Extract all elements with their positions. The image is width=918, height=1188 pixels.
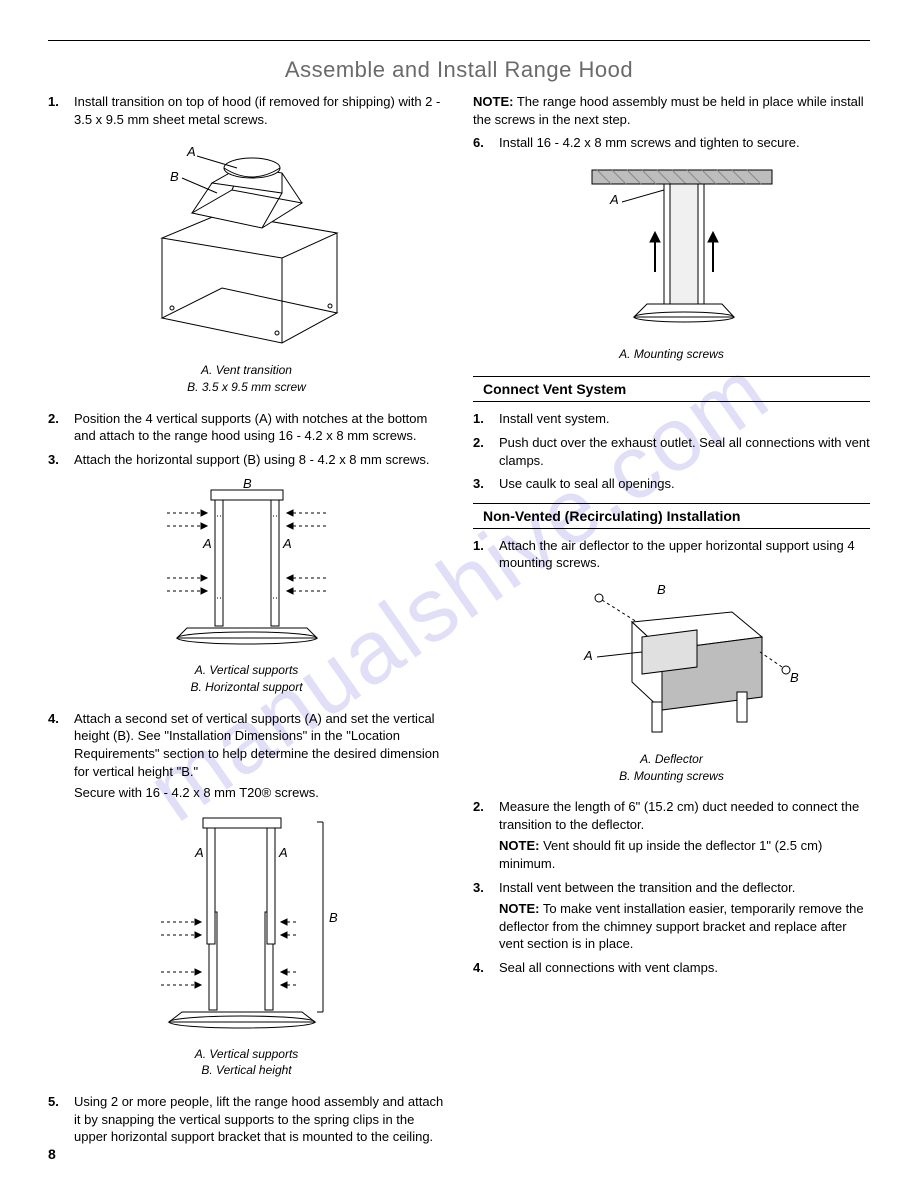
step-number: 1. (48, 93, 74, 128)
right-column: NOTE: The range hood assembly must be he… (473, 93, 870, 1152)
fig2-caption-a: A. Vertical supports (48, 662, 445, 679)
step-text: Attach the air deflector to the upper ho… (499, 537, 870, 572)
label-a1: A (194, 845, 204, 860)
nv-step-3: 3. Install vent between the transition a… (473, 879, 870, 953)
label-a1: A (202, 536, 212, 551)
step-number: 6. (473, 134, 499, 152)
figure-2-supports: B A A A. Vertical supports B. Horizontal… (48, 478, 445, 696)
step-number: 5. (48, 1093, 74, 1146)
step-number: 2. (473, 798, 499, 872)
step-text: Push duct over the exhaust outlet. Seal … (499, 434, 870, 469)
step-6: 6. Install 16 - 4.2 x 8 mm screws and ti… (473, 134, 870, 152)
step-number: 2. (473, 434, 499, 469)
top-rule (48, 40, 870, 41)
fig1-caption-b: B. 3.5 x 9.5 mm screw (48, 379, 445, 396)
note-text: To make vent installation easier, tempor… (499, 901, 864, 951)
step-number: 1. (473, 537, 499, 572)
page-title: Assemble and Install Range Hood (48, 57, 870, 83)
step-number: 1. (473, 410, 499, 428)
step-text: Measure the length of 6" (15.2 cm) duct … (499, 799, 859, 832)
nv-step-2: 2. Measure the length of 6" (15.2 cm) du… (473, 798, 870, 872)
step-4: 4. Attach a second set of vertical suppo… (48, 710, 445, 802)
note-hold-in-place: NOTE: The range hood assembly must be he… (473, 93, 870, 128)
step-text: Use caulk to seal all openings. (499, 475, 870, 493)
step-text: Attach a second set of vertical supports… (74, 710, 445, 802)
label-b: B (170, 169, 179, 184)
left-column: 1. Install transition on top of hood (if… (48, 93, 445, 1152)
label-b1: B (657, 582, 666, 597)
two-column-layout: 1. Install transition on top of hood (if… (48, 93, 870, 1152)
vent-step-3: 3. Use caulk to seal all openings. (473, 475, 870, 493)
figure-4-ceiling-mount: A A. Mounting screws (473, 162, 870, 363)
step-5: 5. Using 2 or more people, lift the rang… (48, 1093, 445, 1146)
fig5-caption-b: B. Mounting screws (473, 768, 870, 785)
label-a: A (186, 144, 196, 159)
step-text: Install vent between the transition and … (499, 880, 795, 895)
step-number: 3. (48, 451, 74, 469)
label-a2: A (282, 536, 292, 551)
note-text: Vent should fit up inside the deflector … (499, 838, 822, 871)
label-a: A (609, 192, 619, 207)
note-text: The range hood assembly must be held in … (473, 94, 864, 127)
step-number: 3. (473, 475, 499, 493)
step-text: Install transition on top of hood (if re… (74, 93, 445, 128)
figure-5-deflector: B B A A. Deflector B. Mounting screws (473, 582, 870, 785)
section-connect-vent: Connect Vent System (473, 376, 870, 402)
step-1: 1. Install transition on top of hood (if… (48, 93, 445, 128)
step-text: Install vent system. (499, 410, 870, 428)
step-text: Attach the horizontal support (B) using … (74, 451, 445, 469)
figure-1-hood-transition: A B A. Vent transition B. 3.5 x 9.5 mm s… (48, 138, 445, 396)
step-3: 3. Attach the horizontal support (B) usi… (48, 451, 445, 469)
note-label: NOTE: (473, 94, 513, 109)
section-non-vented: Non-Vented (Recirculating) Installation (473, 503, 870, 529)
step-number: 3. (473, 879, 499, 953)
fig3-caption-a: A. Vertical supports (48, 1046, 445, 1063)
step-number: 4. (473, 959, 499, 977)
label-b: B (329, 910, 338, 925)
label-b2: B (790, 670, 799, 685)
label-b: B (243, 478, 252, 491)
step-text: Seal all connections with vent clamps. (499, 959, 870, 977)
fig5-caption-a: A. Deflector (473, 751, 870, 768)
fig4-caption-a: A. Mounting screws (473, 346, 870, 363)
label-a: A (583, 648, 593, 663)
fig2-caption-b: B. Horizontal support (48, 679, 445, 696)
step-text: Position the 4 vertical supports (A) wit… (74, 410, 445, 445)
vent-step-1: 1. Install vent system. (473, 410, 870, 428)
fig3-caption-b: B. Vertical height (48, 1062, 445, 1079)
label-a2: A (278, 845, 288, 860)
nv-step-4: 4. Seal all connections with vent clamps… (473, 959, 870, 977)
note-label: NOTE: (499, 901, 539, 916)
note-label: NOTE: (499, 838, 539, 853)
fig1-caption-a: A. Vent transition (48, 362, 445, 379)
step-text: Using 2 or more people, lift the range h… (74, 1093, 445, 1146)
step-number: 4. (48, 710, 74, 802)
step-number: 2. (48, 410, 74, 445)
figure-3-extended-supports: A A B A. Vertical supports B. Vertical h… (48, 812, 445, 1080)
vent-step-2: 2. Push duct over the exhaust outlet. Se… (473, 434, 870, 469)
step-text: Install 16 - 4.2 x 8 mm screws and tight… (499, 134, 870, 152)
step-2: 2. Position the 4 vertical supports (A) … (48, 410, 445, 445)
step-4-sub: Secure with 16 - 4.2 x 8 mm T20® screws. (74, 784, 445, 802)
nv-step-1: 1. Attach the air deflector to the upper… (473, 537, 870, 572)
